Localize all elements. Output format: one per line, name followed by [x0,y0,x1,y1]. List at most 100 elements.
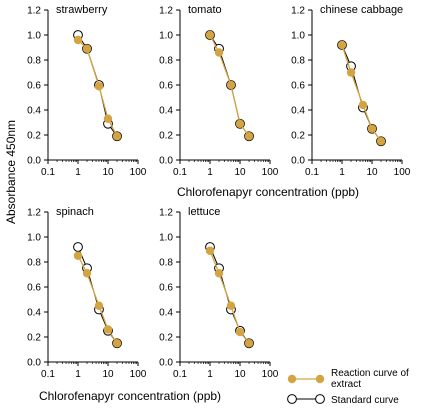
y-tick-label: 0.4 [27,106,41,117]
reaction-point [103,114,113,123]
y-tick-label: 0.2 [159,333,173,344]
x-tick-label: 100 [394,167,411,178]
y-tick-label: 1.0 [291,31,305,42]
y-tick-label: 0.0 [27,156,41,167]
y-tick-label: 1.2 [159,208,173,219]
panel-tomato: 0.0 0.2 0.4 0.6 0.8 1.0 1.2 0.1 1 10 100 tomato [159,4,279,178]
x-axis-title-bottom: Chlorofenapyr concentration (ppb) [39,389,221,403]
legend-reaction-label-line2: extract [331,379,361,390]
y-tick-label: 0.6 [27,283,41,294]
reaction-point [235,119,245,128]
legend: Reaction curve of extract Standard curve [287,368,409,406]
x-tick-label: 10 [366,167,378,178]
y-tick-label: 0.8 [291,56,305,67]
y-tick-label: 0.0 [159,156,173,167]
panel-title: tomato [188,4,222,16]
reaction-point [112,339,122,348]
reaction-point [112,132,122,141]
x-tick-label: 10 [102,167,114,178]
reaction-point [235,327,245,337]
x-tick-label: 1 [207,369,213,380]
y-tick-label: 0.6 [159,81,173,92]
y-tick-label: 1.0 [159,233,173,244]
reaction-point [346,68,356,77]
x-tick-label: 1 [75,167,81,178]
y-tick-label: 0.2 [27,131,41,142]
y-tick-label: 1.2 [291,6,305,17]
reaction-point [226,301,236,310]
y-tick-label: 1.2 [27,6,41,17]
reaction-point [73,35,83,45]
y-tick-label: 0.2 [159,131,173,142]
x-tick-label: 0.1 [305,167,319,178]
y-tick-label: 0.0 [27,358,41,369]
y-tick-label: 1.0 [27,233,41,244]
y-tick-label: 0.4 [159,106,173,117]
y-tick-label: 0.6 [27,81,41,92]
reaction-point [214,269,224,278]
y-tick-label: 0.0 [159,358,173,369]
y-tick-label: 0.4 [291,106,305,117]
reaction-point [358,100,368,110]
reaction-point [103,325,113,334]
legend-standard-label: Standard curve [331,395,399,406]
panel-title: lettuce [188,206,220,218]
legend-reaction-marker-right [315,374,325,384]
x-tick-label: 0.1 [41,167,55,178]
legend-reaction-label-line1: Reaction curve of [331,368,409,379]
x-tick-label: 10 [102,369,114,380]
y-tick-label: 0.2 [27,333,41,344]
reaction-point [367,124,377,133]
reaction-point [94,82,104,91]
panel-chinese-cabbage: 0.0 0.2 0.4 0.6 0.8 1.0 1.2 0.1 1 10 100 chinese ca… [291,4,411,178]
x-tick-label: 100 [130,167,147,178]
y-axis-title: Absorbance 450nm [4,120,18,224]
reaction-point [205,246,215,255]
panel-spinach: 0.0 0.2 0.4 0.6 0.8 1.0 1.2 0.1 1 10 100 spinach [27,206,147,380]
y-tick-label: 0.8 [27,258,41,269]
legend-reaction-marker-left [287,374,297,384]
panel-title: strawberry [56,4,108,16]
panels: 0.0 0.2 0.4 0.6 0.8 1.0 1.2 0.1 1 10 100 strawberry… [27,4,411,380]
y-tick-label: 0.8 [27,56,41,67]
x-tick-label: 0.1 [173,167,187,178]
reaction-point [376,137,386,146]
reaction-point [226,80,236,90]
y-tick-label: 0.0 [291,156,305,167]
x-tick-label: 1 [339,167,345,178]
reaction-point [244,339,254,348]
x-axis-title-top: Chlorofenapyr concentration (ppb) [177,185,359,199]
y-tick-label: 1.0 [27,31,41,42]
reaction-point [337,40,347,50]
y-tick-label: 1.2 [27,208,41,219]
panel-lettuce: 0.0 0.2 0.4 0.6 0.8 1.0 1.2 0.1 1 10 100 lettuce [159,206,279,380]
reaction-point [94,301,104,310]
y-tick-label: 1.2 [159,6,173,17]
reaction-point [214,48,224,57]
y-tick-label: 0.6 [159,283,173,294]
y-tick-label: 0.2 [291,131,305,142]
x-tick-label: 10 [234,167,246,178]
standard-point [73,242,83,252]
legend-standard-marker-right [315,394,325,404]
x-tick-label: 100 [262,167,279,178]
y-tick-label: 0.8 [159,56,173,67]
y-tick-label: 0.6 [291,81,305,92]
panel-title: chinese cabbage [320,4,403,16]
panel-strawberry: 0.0 0.2 0.4 0.6 0.8 1.0 1.2 0.1 1 10 100 strawberry [27,4,147,178]
reaction-point [205,30,215,40]
x-tick-label: 1 [75,369,81,380]
y-tick-label: 0.4 [27,308,41,319]
x-tick-label: 100 [262,369,279,380]
x-tick-label: 0.1 [41,369,55,380]
reaction-point [82,44,92,53]
x-tick-label: 100 [130,369,147,380]
x-tick-label: 0.1 [173,369,187,380]
reaction-point [244,132,254,141]
y-tick-label: 0.4 [159,308,173,319]
legend-standard-marker-left [287,394,297,404]
y-tick-label: 0.8 [159,258,173,269]
y-tick-label: 1.0 [159,31,173,42]
reaction-point [73,251,83,260]
